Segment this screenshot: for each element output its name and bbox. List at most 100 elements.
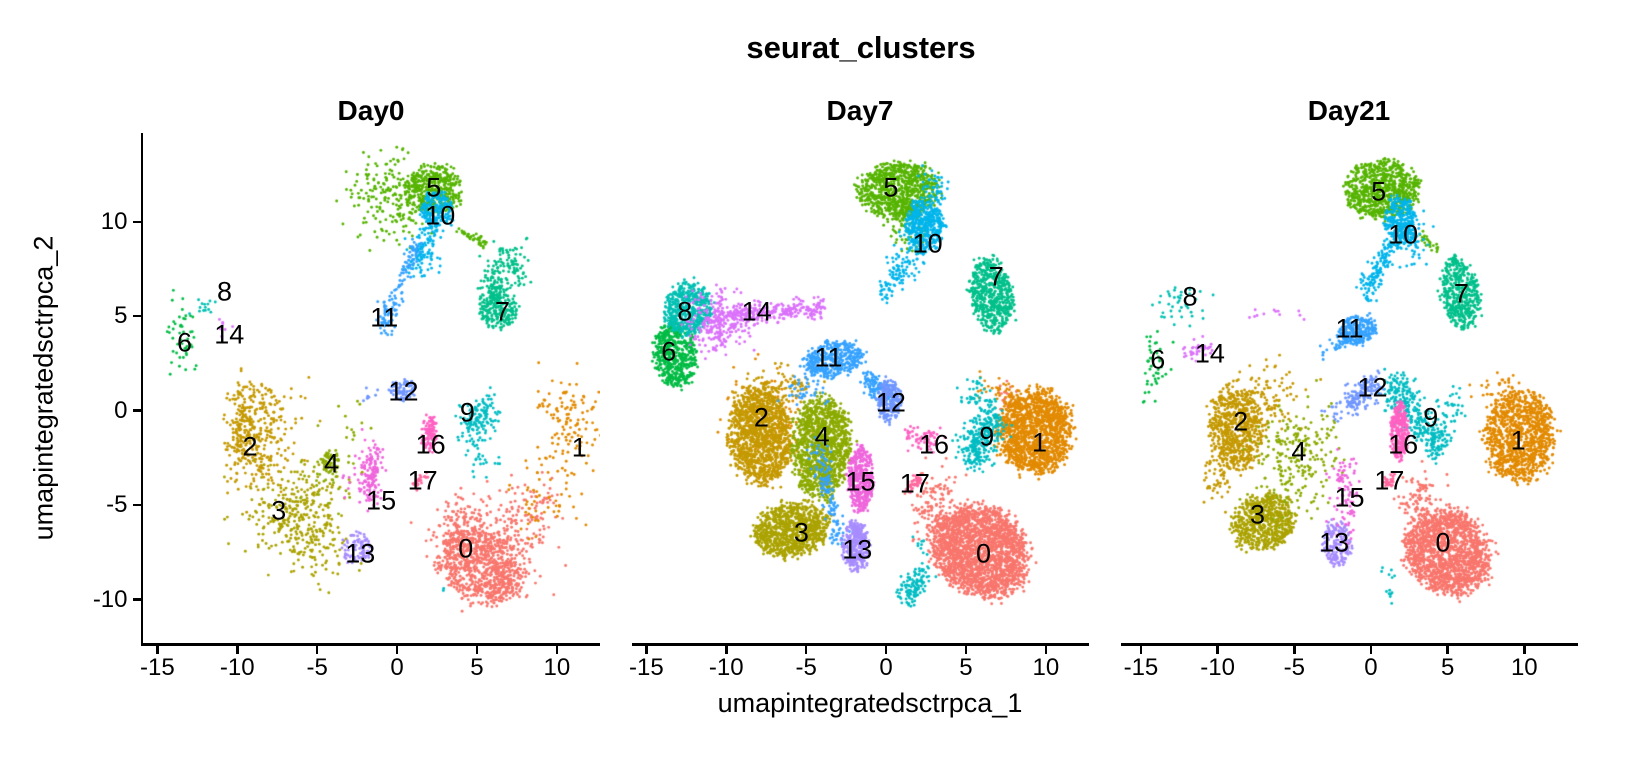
x-tick-label: 5 xyxy=(470,653,484,681)
cluster-label-0: 0 xyxy=(1435,527,1451,558)
cluster-label-15: 15 xyxy=(1334,482,1365,513)
cluster-label-15: 15 xyxy=(845,466,876,497)
x-tick-mark xyxy=(1523,645,1526,654)
cluster-label-6: 6 xyxy=(177,327,193,358)
cluster-label-16: 16 xyxy=(415,429,446,460)
chart-title: seurat_clusters xyxy=(746,30,976,65)
cluster-label-6: 6 xyxy=(661,336,677,367)
x-tick-label: 5 xyxy=(1440,653,1455,681)
cluster-label-12: 12 xyxy=(875,387,906,418)
x-axis-line xyxy=(1121,643,1578,646)
cluster-label-13: 13 xyxy=(1319,527,1350,558)
panel-day7-points xyxy=(632,133,1089,643)
x-tick-mark xyxy=(1139,645,1143,654)
x-tick-mark xyxy=(884,645,888,654)
x-tick-label: 10 xyxy=(543,653,571,681)
cluster-label-2: 2 xyxy=(753,402,769,433)
cluster-label-14: 14 xyxy=(741,296,772,327)
cluster-label-4: 4 xyxy=(324,448,340,479)
x-tick-label: 0 xyxy=(1364,653,1378,681)
panel-title-day7: Day7 xyxy=(826,95,894,126)
x-tick-label: -10 xyxy=(1200,653,1235,681)
y-tick-label: 10 xyxy=(100,207,128,235)
cluster-label-16: 16 xyxy=(918,429,950,460)
cluster-label-4: 4 xyxy=(1291,436,1307,467)
y-tick-mark xyxy=(132,409,141,412)
x-tick-label: -15 xyxy=(140,653,175,681)
cluster-label-8: 8 xyxy=(216,276,232,307)
panel-day0-points xyxy=(143,133,600,643)
cluster-label-10: 10 xyxy=(425,200,456,231)
cluster-label-6: 6 xyxy=(1150,344,1166,375)
x-axis-line xyxy=(143,643,600,646)
x-tick-label: 0 xyxy=(879,653,893,681)
x-tick-label: 5 xyxy=(959,653,973,681)
cluster-label-10: 10 xyxy=(1388,219,1419,250)
x-axis-line xyxy=(632,643,1089,646)
cluster-label-11: 11 xyxy=(1335,313,1364,344)
x-tick-label: -10 xyxy=(708,653,744,681)
x-tick-label: -15 xyxy=(1123,653,1159,681)
cluster-label-7: 7 xyxy=(495,296,511,327)
cluster-label-1: 1 xyxy=(1031,427,1047,458)
cluster-label-2: 2 xyxy=(1233,406,1249,437)
y-tick-mark xyxy=(132,314,141,318)
x-tick-label: -5 xyxy=(795,653,817,681)
x-tick-mark xyxy=(555,645,559,654)
cluster-label-7: 7 xyxy=(1453,278,1469,309)
y-axis-title: umapintegratedsctrpca_2 xyxy=(28,235,59,541)
cluster-label-10: 10 xyxy=(912,228,943,259)
cluster-label-17: 17 xyxy=(407,465,438,496)
x-tick-label: -5 xyxy=(306,653,328,681)
cluster-label-0: 0 xyxy=(976,538,992,569)
x-tick-mark xyxy=(395,645,399,654)
y-tick-mark xyxy=(132,598,141,601)
cluster-label-9: 9 xyxy=(459,397,475,428)
cluster-label-12: 12 xyxy=(388,376,419,407)
cluster-label-3: 3 xyxy=(271,495,287,526)
cluster-label-3: 3 xyxy=(1249,499,1265,530)
y-tick-label: -10 xyxy=(92,585,128,613)
cluster-label-16: 16 xyxy=(1388,429,1419,460)
cluster-label-11: 11 xyxy=(370,302,399,333)
cluster-label-5: 5 xyxy=(883,172,899,203)
y-tick-label: 0 xyxy=(114,396,128,424)
x-tick-label: -10 xyxy=(219,653,255,681)
cluster-label-9: 9 xyxy=(979,421,995,452)
cluster-label-2: 2 xyxy=(242,431,258,462)
x-tick-label: 10 xyxy=(1032,653,1060,681)
cluster-label-7: 7 xyxy=(988,261,1004,292)
x-tick-mark xyxy=(1369,645,1373,654)
cluster-label-9: 9 xyxy=(1423,402,1439,433)
cluster-label-8: 8 xyxy=(677,296,693,327)
y-tick-label: 5 xyxy=(114,302,128,330)
x-tick-label: 0 xyxy=(390,653,404,681)
cluster-label-13: 13 xyxy=(842,534,873,565)
y-tick-mark xyxy=(132,220,141,224)
x-tick-mark xyxy=(645,645,648,654)
cluster-label-17: 17 xyxy=(1374,465,1405,496)
cluster-label-4: 4 xyxy=(814,421,830,452)
x-tick-mark xyxy=(804,645,808,654)
x-tick-mark xyxy=(315,645,319,654)
x-tick-mark xyxy=(1293,645,1296,654)
cluster-label-14: 14 xyxy=(214,319,245,350)
cluster-label-1: 1 xyxy=(1510,425,1526,456)
cluster-label-15: 15 xyxy=(366,485,397,516)
panel-title-day21: Day21 xyxy=(1307,95,1391,126)
y-axis-line xyxy=(140,133,143,646)
x-tick-mark xyxy=(1044,645,1048,654)
cluster-label-13: 13 xyxy=(345,538,376,569)
y-tick-mark xyxy=(132,503,141,507)
x-tick-label: -15 xyxy=(629,653,664,681)
x-tick-mark xyxy=(964,645,968,654)
cluster-label-3: 3 xyxy=(793,517,809,548)
x-tick-mark xyxy=(236,645,239,654)
panel-title-day0: Day0 xyxy=(337,95,405,126)
cluster-label-5: 5 xyxy=(1371,176,1387,207)
y-tick-label: -5 xyxy=(106,491,128,519)
cluster-label-0: 0 xyxy=(458,533,474,564)
cluster-label-17: 17 xyxy=(899,468,930,499)
cluster-label-8: 8 xyxy=(1182,281,1198,312)
